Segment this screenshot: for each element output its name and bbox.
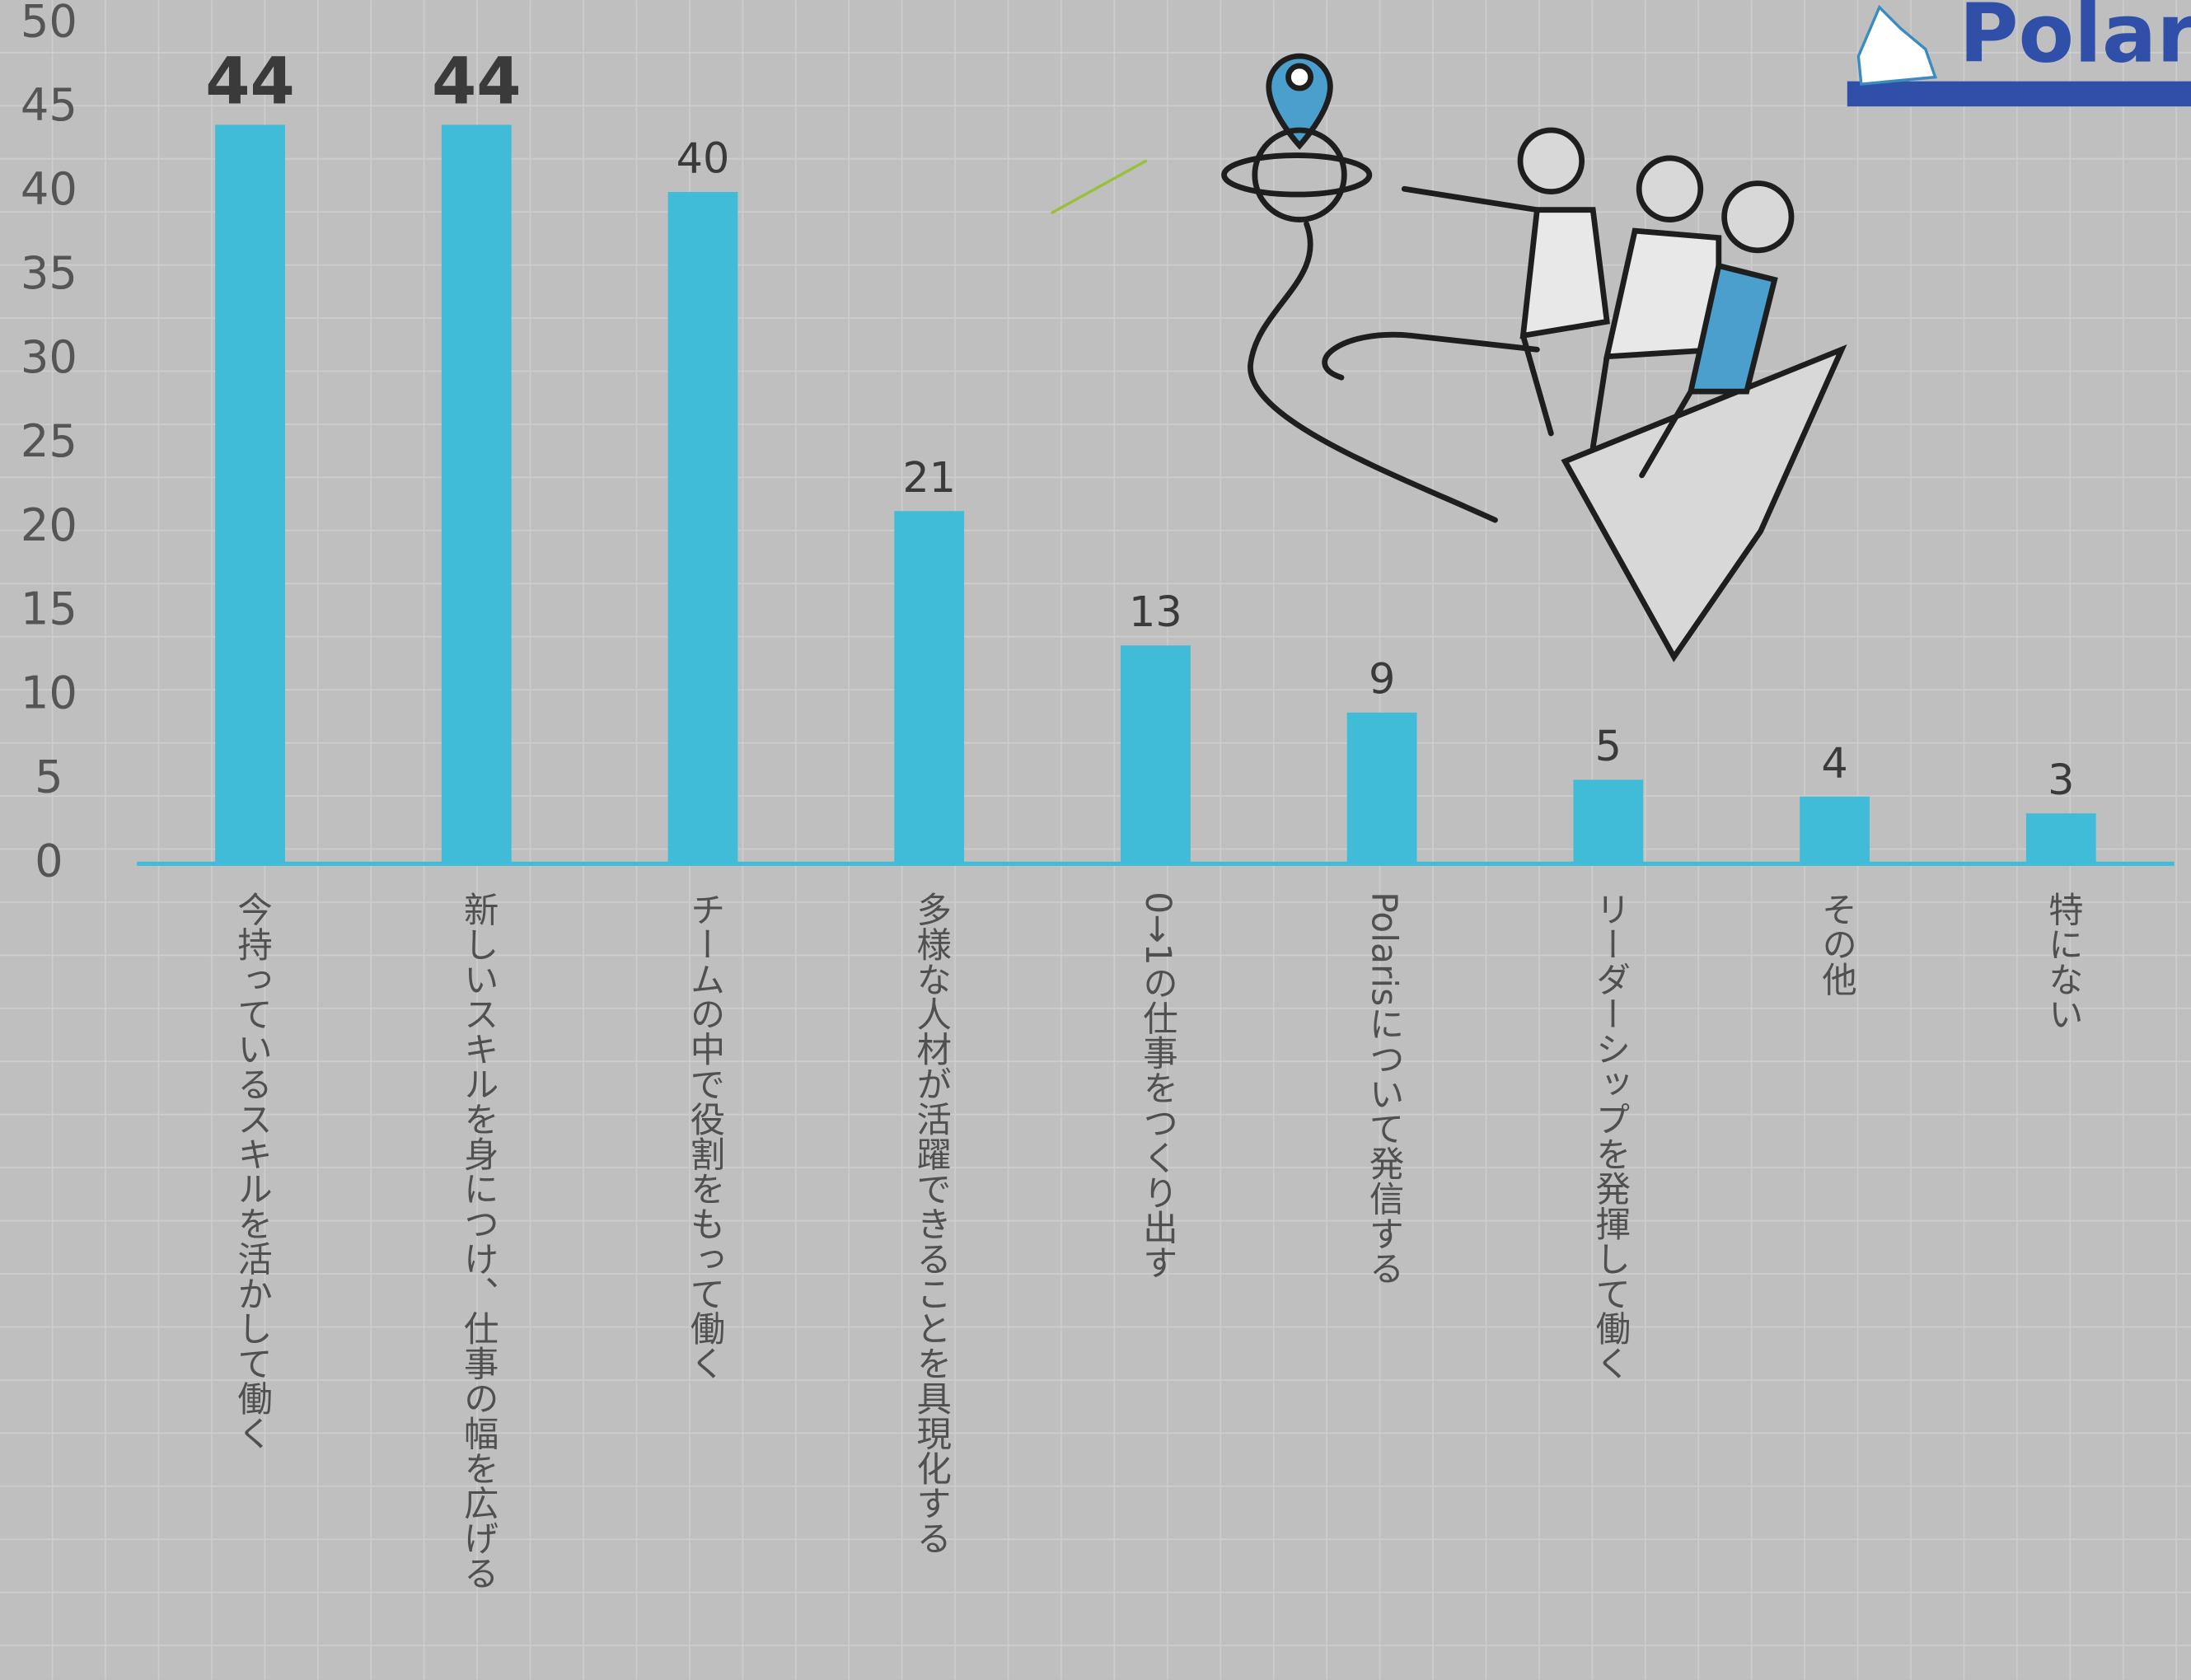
data-label: 44 — [205, 44, 295, 119]
bar — [1346, 712, 1417, 864]
logo: Polar — [1847, 0, 2191, 107]
data-label: 3 — [2048, 756, 2074, 804]
x-tick-label: 多様な人材が活躍できることを具現化する — [911, 891, 952, 1555]
y-tick-label: 20 — [21, 499, 77, 551]
y-tick-label: 30 — [21, 331, 77, 383]
bar — [441, 124, 512, 864]
y-tick-label: 15 — [21, 583, 77, 635]
y-tick-label: 10 — [21, 667, 77, 719]
x-tick-label: 新しいスキルを身につけ、仕事の幅を広げる — [459, 891, 499, 1590]
y-tick-label: 45 — [21, 79, 77, 131]
bar — [1800, 796, 1870, 864]
data-label: 5 — [1595, 722, 1622, 770]
y-tick-label: 0 — [35, 835, 63, 887]
data-label: 9 — [1369, 655, 1395, 704]
x-tick-label: チームの中で役割をもって働く — [685, 891, 725, 1380]
y-tick-label: 40 — [21, 163, 77, 215]
data-label: 40 — [676, 134, 730, 183]
logo-text: Polar — [1959, 0, 2191, 82]
bar — [2025, 813, 2096, 864]
y-tick-label: 35 — [21, 247, 77, 299]
y-tick-label: 5 — [35, 751, 63, 803]
y-tick-label: 25 — [21, 415, 77, 467]
data-label: 21 — [902, 453, 956, 502]
bar — [1573, 779, 1644, 864]
x-tick-label: Polarisについて発信する — [1365, 891, 1405, 1285]
y-tick-label: 50 — [21, 0, 77, 47]
data-label: 13 — [1129, 587, 1182, 636]
x-tick-label: その他 — [1817, 891, 1857, 996]
x-tick-label: 0→1の仕事をつくり出す — [1138, 891, 1178, 1280]
bar — [667, 191, 738, 864]
data-label: 4 — [1821, 738, 1847, 787]
x-tick-label: 今持っているスキルを活かして働く — [232, 891, 273, 1450]
bar — [215, 124, 285, 864]
bar — [1121, 645, 1191, 864]
data-label: 44 — [432, 44, 522, 119]
bar — [894, 511, 965, 864]
illustration — [1051, 53, 1847, 662]
x-tick-label: 特にない — [2044, 891, 2084, 1032]
x-tick-label: リーダーシップを発揮して働く — [1590, 891, 1631, 1380]
